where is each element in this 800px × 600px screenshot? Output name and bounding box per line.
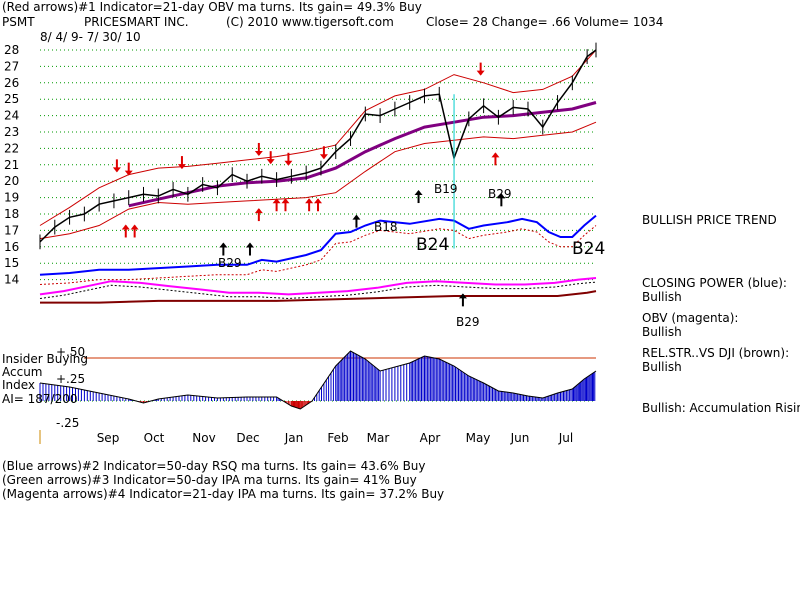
y-tick-17: 17 (4, 223, 19, 237)
obv-ma-line (39, 281, 597, 300)
annotation-b24-jul: B24 (572, 239, 606, 259)
signal-arrows (112, 62, 506, 307)
copyright: (C) 2010 www.tigersoft.com (226, 15, 394, 29)
annotation-b18: B18 (374, 220, 398, 234)
month-feb: Feb (327, 431, 348, 445)
obv-label: OBV (magenta): (642, 311, 739, 325)
red-arrow-down-0-head (112, 167, 121, 173)
index-label: Index (2, 378, 36, 392)
y-tick-18: 18 (4, 207, 19, 221)
insider-label: Insider Buying (2, 352, 88, 366)
accum-tick-plus25: +.25 (56, 372, 86, 386)
month-may: May (466, 431, 491, 445)
price-grid (39, 49, 596, 444)
black-arrow-up-0-head (414, 190, 423, 196)
red-arrow-up-6-head (314, 198, 322, 204)
ai-score: AI= 187/200 (2, 392, 78, 406)
month-mar: Mar (367, 431, 390, 445)
black-arrow-up-2-head (352, 214, 361, 220)
red-arrow-up-3-head (272, 198, 281, 204)
y-tick-26: 26 (4, 76, 19, 90)
rel-value: Bullish (642, 360, 682, 374)
closing-power-line (39, 214, 597, 276)
y-tick-22: 22 (4, 141, 19, 155)
red-arrow-up-5-head (305, 198, 314, 204)
series-layer (39, 42, 597, 410)
black-arrow-up-4-head (245, 242, 254, 248)
red-arrow-up-7-head (491, 152, 500, 158)
rel-label: REL.STR..VS DJI (brown): (642, 346, 790, 360)
accum-tick-plus50: +.50 (56, 345, 86, 359)
month-apr: Apr (420, 431, 441, 445)
ma50-line (128, 101, 597, 208)
month-sep: Sep (97, 431, 120, 445)
black-arrow-up-1-head (497, 193, 506, 199)
quote-info: Close= 28 Change= .66 Volume= 1034 (426, 15, 664, 29)
black-arrow-up-3-head (219, 242, 228, 248)
annotation-b29-may: B29 (456, 315, 480, 329)
red-arrow-down-5-head (284, 160, 293, 166)
red-arrow-down-6-head (319, 154, 328, 160)
accum-tick-minus25: -.25 (56, 416, 80, 430)
annotation-b29-dec: B29 (218, 256, 242, 270)
y-tick-14: 14 (4, 273, 19, 287)
footer-line-green: (Green arrows)#3 Indicator=50-day IPA ma… (2, 473, 417, 487)
y-tick-19: 19 (4, 191, 19, 205)
cp-value: Bullish (642, 290, 682, 304)
rel-strength-line (40, 290, 597, 304)
trend-label: BULLISH PRICE TREND (642, 213, 777, 227)
y-tick-21: 21 (4, 158, 19, 172)
footer-line-blue: (Blue arrows)#2 Indicator=50-day RSQ ma … (2, 459, 426, 473)
red-arrow-up-0-head (121, 224, 130, 230)
closing-power-ma-line (39, 225, 597, 285)
company-name: PRICESMART INC. (84, 15, 189, 29)
annotation-b29-jun: B29 (488, 187, 512, 201)
red-arrow-down-1-head (124, 170, 133, 176)
month-nov: Nov (192, 431, 215, 445)
y-tick-16: 16 (4, 240, 19, 254)
y-tick-20: 20 (4, 174, 19, 188)
y-tick-labels: 14 15 16 17 18 19 20 21 22 23 24 25 26 27 28 (4, 43, 19, 287)
y-tick-28: 28 (4, 43, 19, 57)
red-arrow-down-2-head (177, 164, 186, 170)
month-jun: Jun (510, 431, 530, 445)
accum-ma-line (39, 350, 597, 410)
month-jul: Jul (558, 431, 573, 445)
annotation-b19: B19 (434, 182, 458, 196)
y-tick-23: 23 (4, 125, 19, 139)
red-arrow-down-3-head (254, 150, 263, 156)
y-tick-24: 24 (4, 109, 19, 123)
price-line (39, 49, 597, 243)
month-jan: Jan (284, 431, 304, 445)
red-arrow-up-4-head (281, 198, 290, 204)
footer-line-magenta: (Magenta arrows)#4 Indicator=21-day IPA … (2, 487, 445, 501)
red-arrow-up-1-head (130, 224, 139, 230)
accum-label: Accum (2, 365, 43, 379)
month-oct: Oct (144, 431, 165, 445)
red-arrow-down-7-head (476, 70, 485, 76)
y-tick-27: 27 (4, 59, 19, 73)
upper-band-line (39, 49, 597, 226)
y-tick-15: 15 (4, 256, 19, 270)
header-indicator-line: (Red arrows)#1 Indicator=21-day OBV ma t… (2, 0, 422, 14)
y-tick-25: 25 (4, 92, 19, 106)
date-range: 8/ 4/ 9- 7/ 30/ 10 (40, 30, 141, 44)
obv-value: Bullish (642, 325, 682, 339)
obv-line (39, 277, 597, 296)
accum-status: Bullish: Accumulation Rising (642, 401, 800, 415)
black-arrow-up-5-head (458, 293, 467, 299)
month-dec: Dec (236, 431, 259, 445)
red-arrow-up-2-head (254, 208, 263, 214)
ticker-symbol: PSMT (2, 15, 35, 29)
lower-band-line (39, 121, 597, 240)
annotation-b24-apr: B24 (416, 235, 450, 255)
cp-label: CLOSING POWER (blue): (642, 276, 787, 290)
month-labels: Sep Oct Nov Dec Jan Feb Mar Apr May Jun Jul (97, 431, 574, 445)
red-arrow-down-4-head (266, 159, 275, 165)
